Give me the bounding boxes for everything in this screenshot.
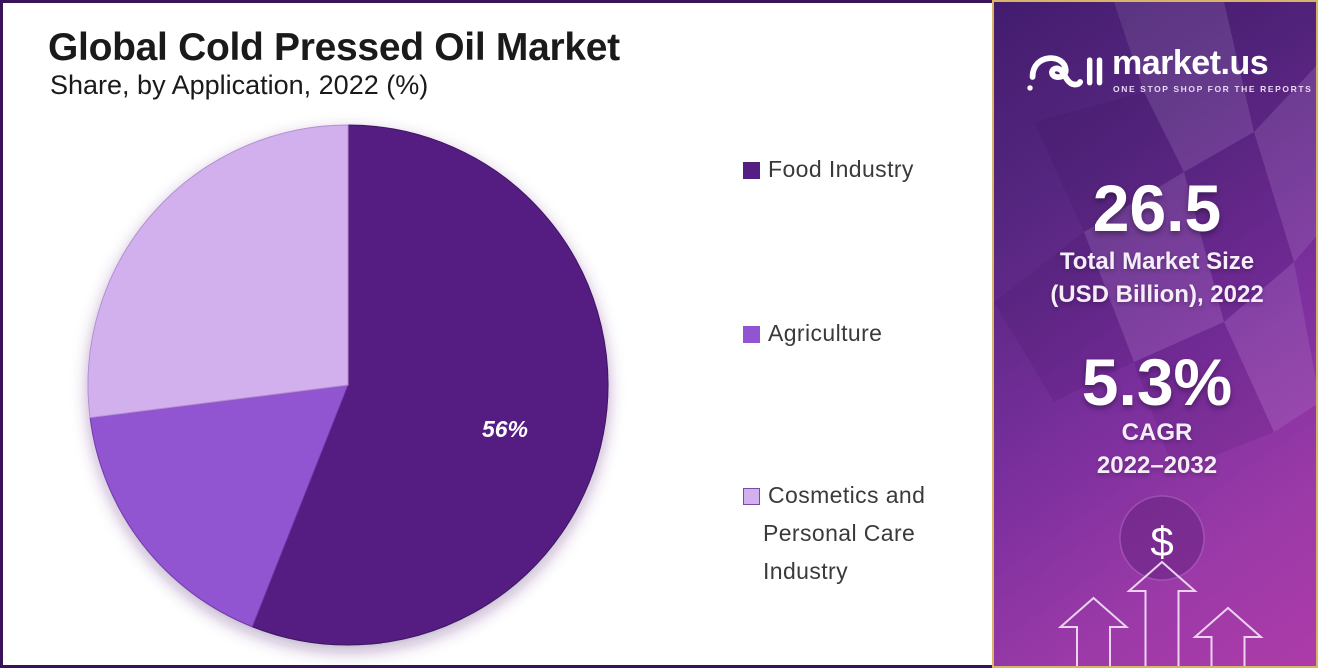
svg-text:$: $ — [1150, 518, 1173, 565]
svg-text:56%: 56% — [482, 416, 528, 442]
